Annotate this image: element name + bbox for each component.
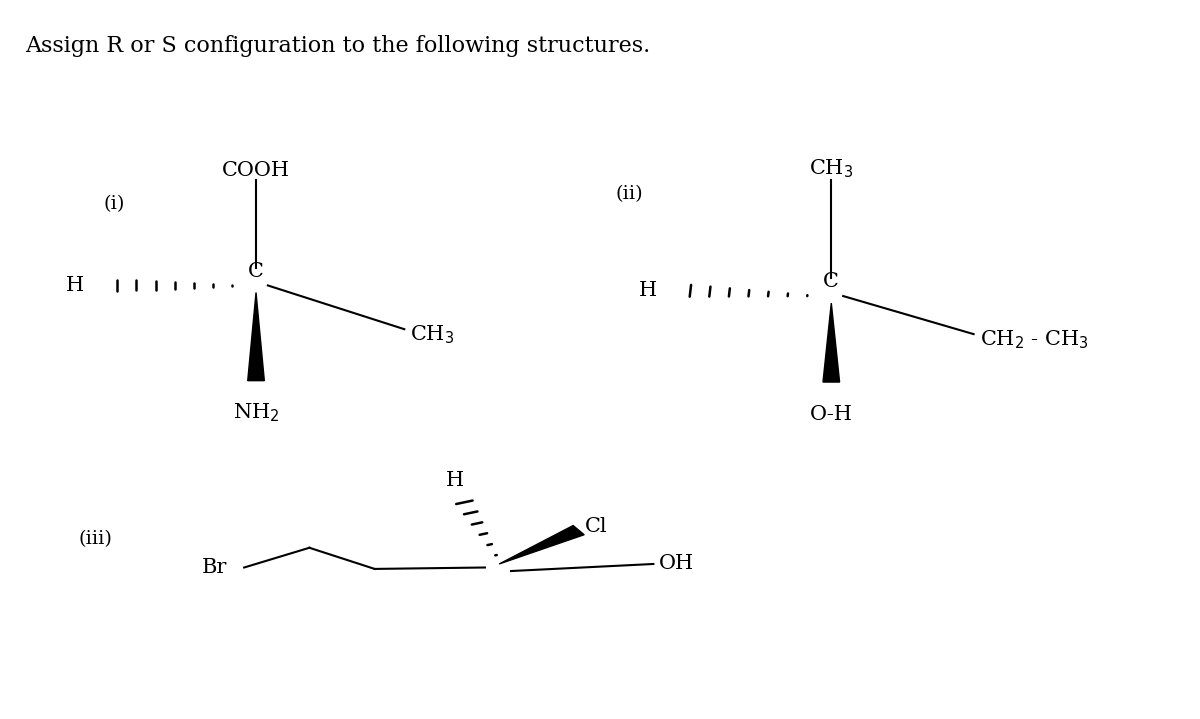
Text: COOH: COOH	[222, 161, 290, 180]
Polygon shape	[499, 526, 584, 564]
Text: CH$_3$: CH$_3$	[410, 324, 455, 346]
Text: C: C	[248, 262, 264, 281]
Text: CH$_3$: CH$_3$	[809, 157, 853, 180]
Text: (iii): (iii)	[79, 531, 113, 549]
Text: Assign R or S configuration to the following structures.: Assign R or S configuration to the follo…	[25, 35, 650, 57]
Text: O-H: O-H	[810, 406, 853, 424]
Text: Cl: Cl	[584, 517, 607, 536]
Text: OH: OH	[659, 554, 695, 574]
Text: (i): (i)	[103, 196, 125, 214]
Text: Br: Br	[202, 558, 227, 577]
Text: NH$_2$: NH$_2$	[233, 402, 280, 424]
Polygon shape	[823, 303, 840, 382]
Text: CH$_2$ - CH$_3$: CH$_2$ - CH$_3$	[979, 329, 1088, 351]
Polygon shape	[247, 293, 264, 380]
Text: (ii): (ii)	[616, 185, 643, 203]
Text: H: H	[638, 281, 656, 300]
Text: H: H	[66, 276, 84, 295]
Text: C: C	[823, 273, 839, 291]
Text: H: H	[446, 471, 464, 490]
